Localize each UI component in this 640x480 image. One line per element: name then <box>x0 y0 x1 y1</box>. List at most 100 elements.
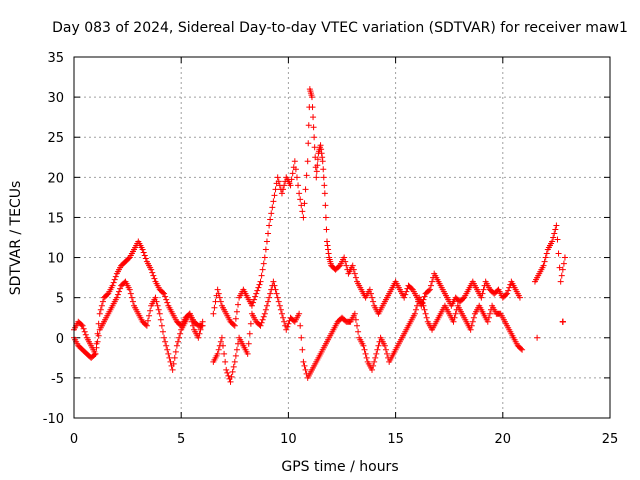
data-point <box>78 321 85 328</box>
data-point <box>366 286 373 293</box>
data-point <box>81 328 88 335</box>
data-point <box>156 310 163 317</box>
data-point <box>467 326 474 333</box>
data-point <box>267 216 274 223</box>
data-point <box>230 363 237 370</box>
data-point <box>283 326 290 333</box>
x-tick-label: 25 <box>602 432 619 447</box>
data-point <box>127 290 134 297</box>
data-point <box>114 291 121 298</box>
data-point <box>319 158 326 165</box>
data-point <box>479 290 486 297</box>
data-point <box>370 362 377 369</box>
data-point <box>91 351 98 358</box>
data-point <box>97 306 104 313</box>
data-point <box>421 293 428 300</box>
data-point <box>351 270 358 277</box>
y-tick-label: 25 <box>47 131 64 146</box>
data-point <box>244 350 251 357</box>
data-point <box>342 258 349 265</box>
data-point <box>82 331 89 338</box>
data-point <box>113 294 120 301</box>
data-point <box>93 344 100 351</box>
data-point <box>272 286 279 293</box>
data-point <box>295 182 302 189</box>
data-point <box>303 172 310 179</box>
data-point <box>370 298 377 305</box>
y-tick-label: 30 <box>47 91 64 106</box>
data-point <box>420 302 427 309</box>
data-point <box>322 214 329 221</box>
data-point <box>540 262 547 269</box>
data-point <box>371 358 378 365</box>
data-point <box>228 373 235 380</box>
data-point <box>298 202 305 209</box>
data-point <box>157 316 164 323</box>
data-point <box>550 234 557 241</box>
data-point <box>362 350 369 357</box>
data-point <box>505 287 512 294</box>
data-point <box>232 352 239 359</box>
data-point <box>251 296 258 303</box>
x-tick-label: 20 <box>495 432 512 447</box>
chart-title: Day 083 of 2024, Sidereal Day-to-day VTE… <box>52 20 628 36</box>
data-point <box>129 298 136 305</box>
data-point <box>116 288 123 295</box>
data-point <box>80 325 87 332</box>
data-point <box>229 368 236 375</box>
data-point <box>468 322 475 329</box>
data-point <box>518 345 525 352</box>
data-point <box>452 310 459 317</box>
data-point <box>269 204 276 211</box>
y-tick-label: 20 <box>47 171 64 186</box>
data-point <box>314 156 321 163</box>
data-point <box>302 366 309 373</box>
data-point <box>288 176 295 183</box>
data-point <box>257 322 264 329</box>
data-point <box>104 291 111 298</box>
grid-lines <box>73 56 611 419</box>
data-point <box>262 246 269 253</box>
data-point <box>140 249 147 256</box>
data-point <box>259 266 266 273</box>
data-point <box>516 294 523 301</box>
data-point <box>450 318 457 325</box>
data-point <box>92 350 99 357</box>
data-point <box>543 250 550 257</box>
data-point <box>163 342 170 349</box>
data-point <box>403 288 410 295</box>
data-point <box>298 334 305 341</box>
data-point <box>126 286 133 293</box>
data-point <box>163 296 170 303</box>
data-point <box>361 346 368 353</box>
data-point <box>125 255 132 262</box>
data-point <box>325 246 332 253</box>
data-point <box>235 301 242 308</box>
data-point <box>293 174 300 181</box>
data-point <box>159 289 166 296</box>
data-point <box>220 342 227 349</box>
data-point <box>411 310 418 317</box>
data-point <box>266 222 273 229</box>
data-point <box>478 294 485 301</box>
data-point <box>257 278 264 285</box>
data-point <box>519 346 526 353</box>
y-tick-label: -10 <box>43 412 64 427</box>
data-point <box>195 334 202 341</box>
data-point <box>158 322 165 329</box>
data-point <box>503 291 510 298</box>
data-point <box>553 222 560 229</box>
data-point <box>305 140 312 147</box>
data-point <box>198 322 205 329</box>
data-point <box>98 302 105 309</box>
data-point <box>221 350 228 357</box>
data-point <box>188 318 195 325</box>
x-tick-label: 10 <box>280 432 297 447</box>
data-point <box>343 262 350 269</box>
data-point <box>261 254 268 261</box>
data-point <box>147 307 154 314</box>
data-point <box>484 318 491 325</box>
data-point <box>263 302 270 309</box>
data-point <box>363 354 370 361</box>
